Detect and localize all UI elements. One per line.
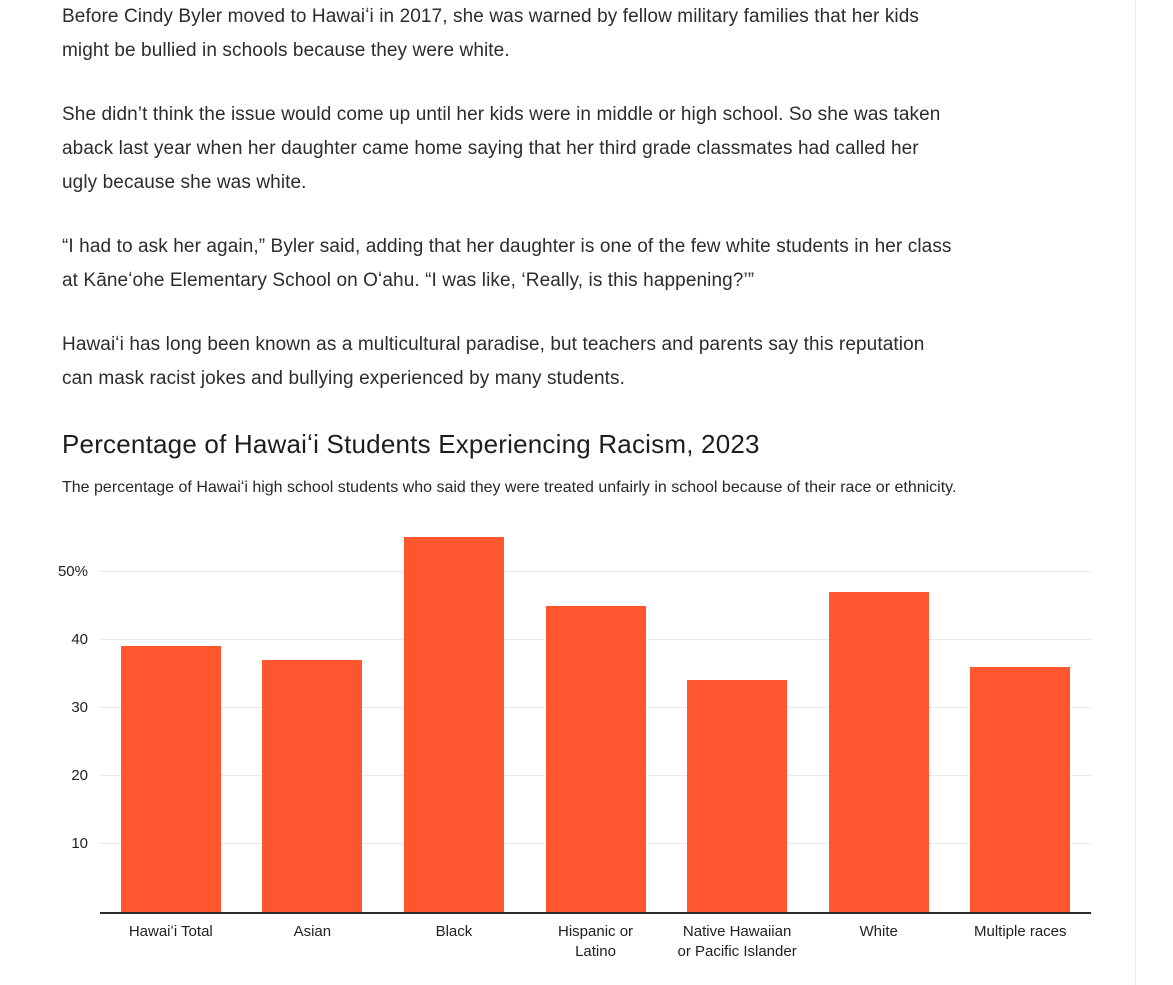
article-paragraph-4: Hawaiʻi has long been known as a multicu… (62, 334, 925, 389)
article-body: Before Cindy Byler moved to Hawaiʻi in 2… (58, 0, 1114, 966)
x-axis-label: Native Hawaiian or Pacific Islander (677, 923, 797, 960)
x-axis-label: Black (435, 923, 473, 940)
article-paragraph-2: She didn’t think the issue would come up… (62, 104, 941, 193)
bar-black (403, 537, 504, 912)
article-paragraph-3: “I had to ask her again,” Byler said, ad… (62, 236, 952, 291)
chart-title: Percentage of Hawaiʻi Students Experienc… (62, 429, 760, 459)
bar-cell (525, 529, 667, 912)
bar-cell (242, 529, 384, 912)
x-axis-label: Hawaiʻi Total (128, 923, 213, 940)
y-tick-label-10: 10 (71, 834, 88, 852)
x-labels-row: Hawaiʻi Total Asian Black Hispanic or Latin… (100, 922, 1091, 962)
x-axis-label: Multiple races (973, 923, 1067, 940)
y-tick-label-20: 20 (71, 766, 88, 784)
bar-hispanic-or-latino (545, 605, 646, 912)
bar-multiple-races (970, 666, 1071, 912)
bar-cell (383, 529, 525, 912)
bar-chart: Hawaiʻi Total Asian Black Hispanic or Latin… (58, 529, 1091, 966)
bar-cell (949, 529, 1091, 912)
bar-white (828, 591, 929, 912)
article-paragraph-1: Before Cindy Byler moved to Hawaiʻi in 2… (62, 6, 920, 61)
y-tick-label-50: 50% (57, 562, 88, 580)
chart-plot: Hawaiʻi Total Asian Black Hispanic or Latin… (58, 529, 1091, 960)
y-tick-label-30: 30 (71, 698, 88, 716)
bar-cell (100, 529, 242, 912)
y-tick-label-40: 40 (71, 630, 88, 648)
page-right-divider (1135, 0, 1136, 985)
x-axis-label: Hispanic or Latino (558, 923, 634, 960)
bar-native-hawaiian-or-pacific-islander (687, 680, 788, 912)
bar-hawai-i-total (120, 646, 221, 912)
gridline-50 (100, 571, 1091, 572)
bar-asian (262, 660, 363, 912)
x-axis-label: White (859, 923, 898, 940)
chart-subtitle: The percentage of Hawaiʻi high school st… (62, 479, 957, 496)
bar-cell (808, 529, 950, 912)
bar-cell (666, 529, 808, 912)
x-axis-label: Asian (293, 923, 332, 940)
bars-row (100, 529, 1091, 912)
